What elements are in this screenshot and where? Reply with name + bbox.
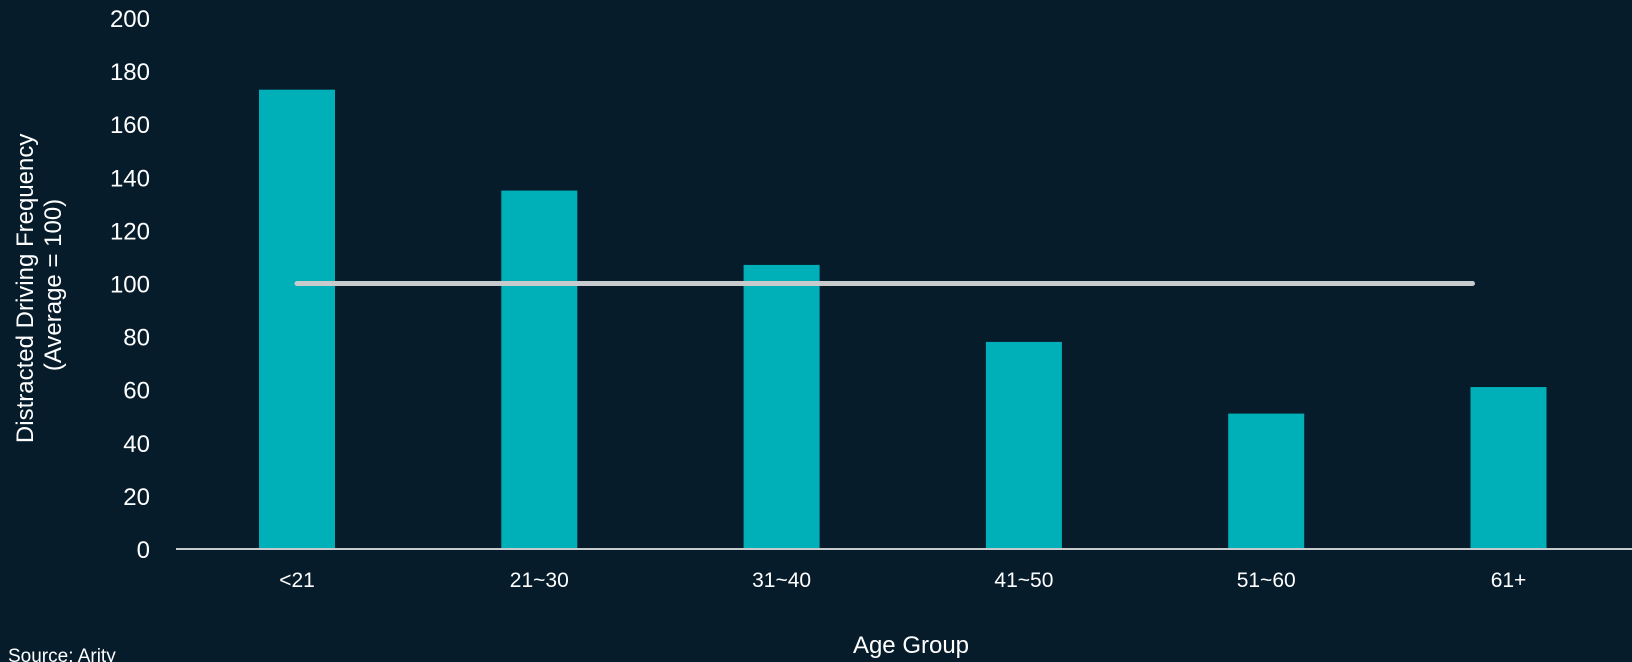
bar: [1228, 413, 1305, 549]
bar: [1470, 387, 1547, 549]
x-tick-label: 41~50: [994, 569, 1053, 592]
y-tick-label: 120: [110, 218, 150, 245]
y-axis-title-line2: (Average = 100): [40, 199, 67, 371]
bars: [259, 89, 1547, 549]
bar: [743, 264, 820, 549]
y-axis-title-line1: Distracted Driving Frequency: [12, 134, 39, 443]
y-tick-label: 160: [110, 112, 150, 139]
x-tick-label: 61+: [1491, 569, 1527, 592]
x-tick-label: 51~60: [1237, 569, 1296, 592]
bar: [501, 190, 578, 549]
bar: [259, 89, 335, 549]
y-tick-label: 180: [110, 59, 150, 86]
y-tick-label: 200: [110, 6, 150, 33]
x-axis-title: Age Group: [853, 632, 969, 659]
x-tick-label: 31~40: [752, 569, 811, 592]
x-tick-label: 21~30: [510, 569, 569, 592]
y-tick-label: 20: [123, 484, 150, 511]
y-tick-label: 60: [123, 378, 150, 405]
y-tick-label: 40: [123, 431, 150, 458]
x-axis-category-labels: <21 21~30 31~40 41~50 51~60 61+: [279, 569, 1526, 592]
y-tick-label: 0: [137, 537, 150, 564]
y-tick-label: 140: [110, 165, 150, 192]
x-tick-label: <21: [279, 569, 315, 592]
y-tick-label: 80: [123, 325, 150, 352]
y-tick-label: 100: [110, 272, 150, 299]
y-axis-title: Distracted Driving Frequency (Average = …: [12, 127, 67, 443]
source-label: Source: Arity: [8, 646, 116, 662]
y-axis-ticks: 0 20 40 60 80 100 120 140 160 180 200: [110, 6, 150, 564]
bar: [985, 341, 1062, 549]
